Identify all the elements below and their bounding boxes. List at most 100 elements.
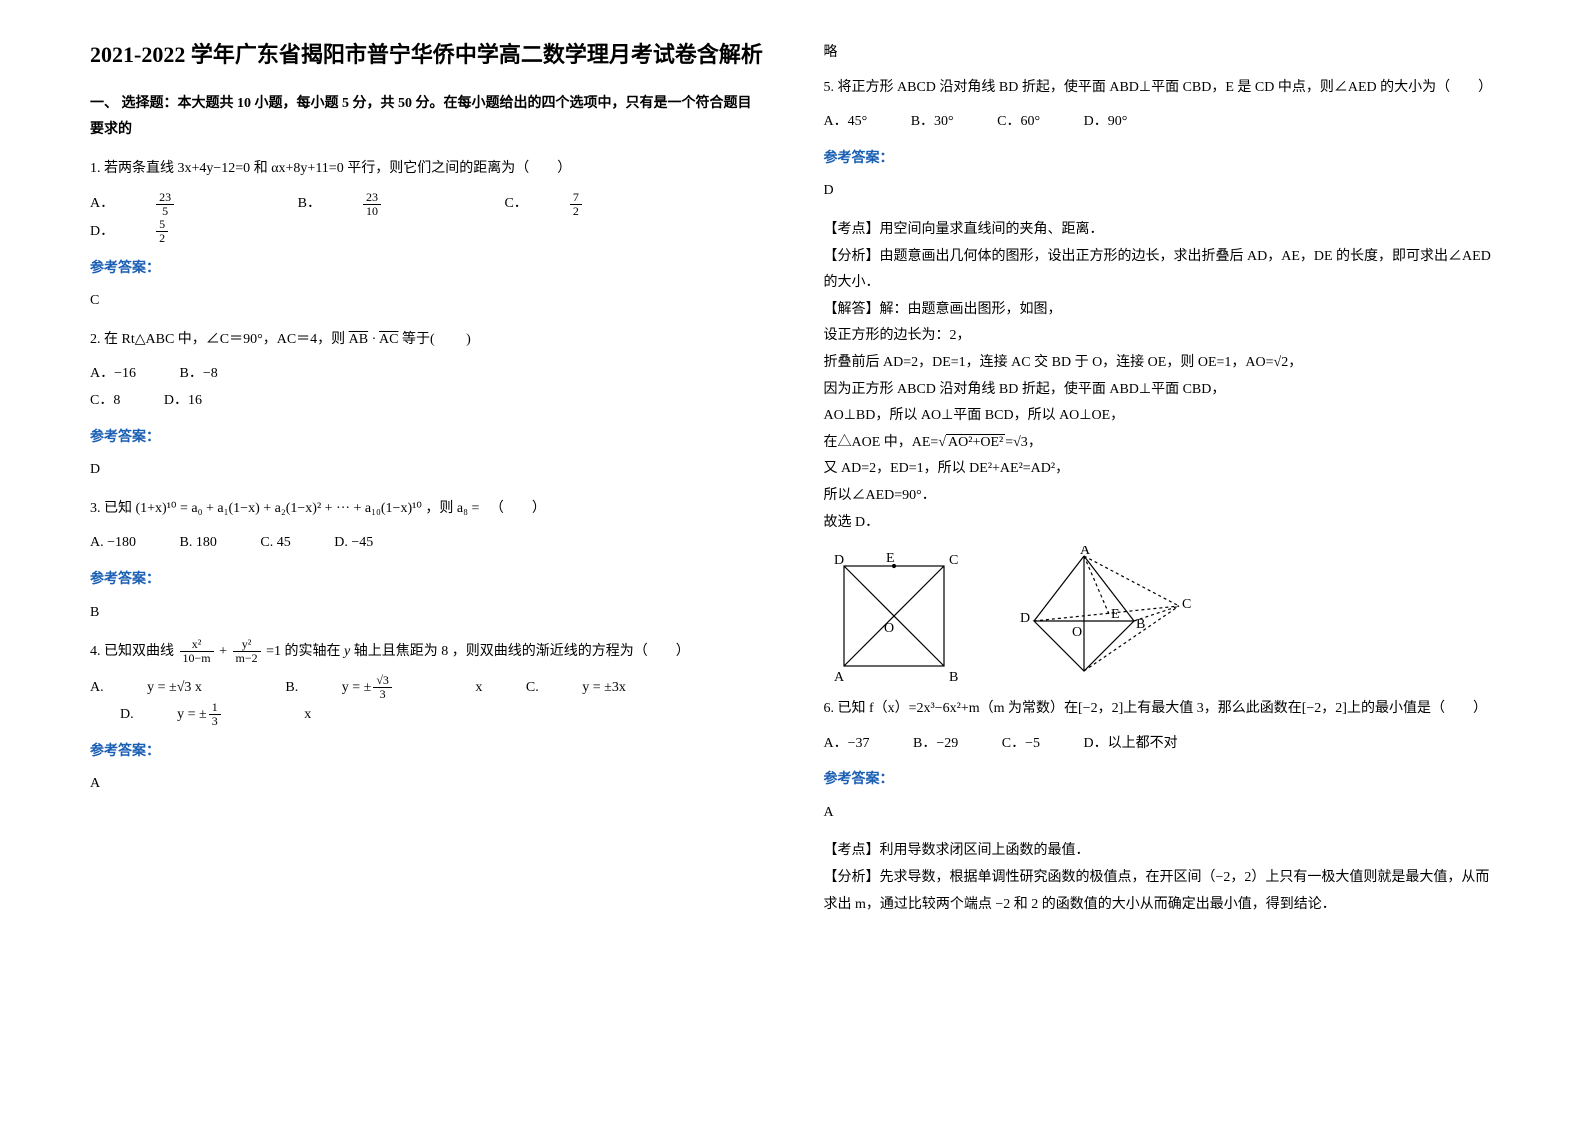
q5-figure-square: D E C O A B — [824, 546, 974, 686]
q3-answer: B — [90, 600, 764, 627]
q4-opt-d: D. y = ±13 x — [120, 701, 311, 729]
q5-kaodian: 【考点】用空间向量求直线间的夹角、距离． — [824, 217, 1498, 244]
q5-jieda-head: 【解答】解：由题意画出图形，如图， — [824, 297, 1498, 324]
question-1: 1. 若两条直线 3x+4y−12=0 和 αx+8y+11=0 平行，则它们之… — [90, 156, 764, 183]
right-column: 略 5. 将正方形 ABCD 沿对角线 BD 折起，使平面 ABD⊥平面 CBD… — [794, 40, 1528, 1082]
q5-jieda-b: 设正方形的边长为：2， — [824, 323, 1498, 350]
q1-expr2: αx+8y+11=0 — [271, 161, 344, 176]
svg-text:B: B — [1136, 617, 1145, 632]
q4-options: A. y = ±√3 x B. y = ±√33 x C. y = ±3x D.… — [90, 674, 764, 729]
q1-stem-c: 平行，则它们之间的距离为（ ） — [347, 161, 571, 176]
q2-stem-a: 2. 在 Rt△ABC 中，∠C＝90°，AC＝4，则 — [90, 332, 345, 347]
q1-opt-c: C．72 — [504, 191, 661, 219]
q2-vec-ac: AC — [379, 332, 398, 347]
q3-stem-c: （ ） — [483, 501, 546, 516]
question-4: 4. 已知双曲线 x²10−m + y²m−2 =1 的实轴在 y 轴上且焦距为… — [90, 638, 764, 666]
q2-answer: D — [90, 457, 764, 484]
question-3: 3. 已知 (1+x)¹⁰ = a₀ + a₁(1−x) + a₂(1−x)² … — [90, 496, 764, 523]
svg-text:A: A — [834, 670, 845, 685]
svg-text:E: E — [886, 551, 895, 566]
q5-jieda-g: 又 AD=2，ED=1，所以 DE²+AE²=AD²， — [824, 456, 1498, 483]
q6-answer: A — [824, 800, 1498, 827]
q5-jieda-c: 折叠前后 AD=2，DE=1，连接 AC 交 BD 于 O，连接 OE，则 OE… — [824, 350, 1498, 377]
q2-opt-b: B．−8 — [180, 361, 218, 388]
q2-options: A．−16 B．−8 C．8 D．16 — [90, 361, 764, 414]
q3-a8: a₈ = — [457, 501, 480, 516]
q4-stem-b: 的实轴在 — [285, 644, 341, 659]
q5-figure-3d: A D E C O B — [1004, 546, 1194, 686]
q6-opt-b: B．−29 — [913, 731, 958, 758]
q3-opt-a: A. −180 — [90, 530, 136, 557]
q6-options: A．−37 B．−29 C．−5 D．以上都不对 — [824, 731, 1498, 758]
left-column: 2021-2022 学年广东省揭阳市普宁华侨中学高二数学理月考试卷含解析 一、 … — [60, 40, 794, 1082]
q5-options: A．45° B．30° C．60° D．90° — [824, 109, 1498, 136]
q6-kaodian: 【考点】利用导数求闭区间上函数的最值． — [824, 838, 1498, 865]
q6-answer-label: 参考答案： — [824, 767, 1498, 794]
question-6: 6. 已知 f（x）=2x³−6x²+m（m 为常数）在[−2，2]上有最大值 … — [824, 696, 1498, 723]
q6-fenxi: 【分析】先求导数，根据单调性研究函数的极值点，在开区间（−2，2）上只有一极大值… — [824, 865, 1498, 918]
svg-text:D: D — [834, 553, 844, 568]
svg-text:C: C — [1182, 597, 1191, 612]
q5-jieda-f: 在△AOE 中，AE=√AO²+OE²=√3， — [824, 430, 1498, 457]
q1-opt-b: B．2310 — [298, 191, 461, 219]
svg-text:O: O — [884, 621, 894, 636]
q4-note: 略 — [824, 40, 1498, 67]
q4-opt-b: B. y = ±√33 x — [285, 674, 482, 702]
svg-text:O: O — [1072, 625, 1082, 640]
q5-answer-label: 参考答案： — [824, 146, 1498, 173]
q3-answer-label: 参考答案： — [90, 567, 764, 594]
q5-opt-b: B．30° — [911, 109, 954, 136]
q4-stem-c: 轴上且焦距为 — [354, 644, 438, 659]
q5-jieda-d: 因为正方形 ABCD 沿对角线 BD 折起，使平面 ABD⊥平面 CBD， — [824, 377, 1498, 404]
question-2: 2. 在 Rt△ABC 中，∠C＝90°，AC＝4，则 AB · AC 等于( … — [90, 327, 764, 354]
section-1-heading: 一、 选择题：本大题共 10 小题，每小题 5 分，共 50 分。在每小题给出的… — [90, 91, 764, 144]
q3-options: A. −180 B. 180 C. 45 D. −45 — [90, 530, 764, 557]
q5-figures: D E C O A B A D E C O B — [824, 546, 1498, 686]
svg-text:A: A — [1080, 546, 1091, 558]
svg-text:C: C — [949, 553, 958, 568]
q3-stem-b: ，则 — [425, 501, 453, 516]
q4-answer: A — [90, 771, 764, 798]
q4-opt-c: C. y = ±3x — [526, 675, 666, 702]
q3-opt-d: D. −45 — [334, 530, 373, 557]
exam-title: 2021-2022 学年广东省揭阳市普宁华侨中学高二数学理月考试卷含解析 — [90, 40, 764, 71]
q1-stem-a: 1. 若两条直线 — [90, 161, 174, 176]
q5-opt-c: C．60° — [997, 109, 1040, 136]
q2-vec-ab: AB — [349, 332, 368, 347]
q2-opt-c: C．8 — [90, 388, 120, 415]
q1-expr1: 3x+4y−12=0 — [178, 161, 251, 176]
q5-jieda-e: AO⊥BD，所以 AO⊥平面 BCD，所以 AO⊥OE， — [824, 403, 1498, 430]
q2-answer-label: 参考答案： — [90, 425, 764, 452]
q5-opt-a: A．45° — [824, 109, 868, 136]
question-5: 5. 将正方形 ABCD 沿对角线 BD 折起，使平面 ABD⊥平面 CBD，E… — [824, 75, 1498, 102]
q5-opt-d: D．90° — [1084, 109, 1128, 136]
q6-opt-a: A．−37 — [824, 731, 870, 758]
q6-opt-d: D．以上都不对 — [1083, 731, 1177, 758]
q1-answer: C — [90, 288, 764, 315]
q2-stem-b: 等于( ) — [402, 332, 471, 347]
q5-fenxi: 【分析】由题意画出几何体的图形，设出正方形的边长，求出折叠后 AD，AE，DE … — [824, 244, 1498, 297]
q3-opt-c: C. 45 — [260, 530, 290, 557]
q1-stem-b: 和 — [254, 161, 268, 176]
q4-opt-a: A. y = ±√3 x — [90, 675, 242, 702]
q1-opt-d: D．52 — [90, 218, 248, 246]
q4-stem-d: ，则双曲线的渐近线的方程为（ ） — [452, 644, 690, 659]
q5-jieda-h: 所以∠AED=90°． — [824, 483, 1498, 510]
svg-text:E: E — [1111, 607, 1120, 622]
q3-opt-b: B. 180 — [180, 530, 217, 557]
q3-stem-a: 3. 已知 — [90, 501, 132, 516]
q5-jieda-i: 故选 D． — [824, 510, 1498, 537]
q5-answer: D — [824, 178, 1498, 205]
q2-dot: · — [372, 332, 377, 347]
q4-stem-a: 4. 已知双曲线 — [90, 644, 174, 659]
svg-text:D: D — [1020, 611, 1030, 626]
q1-answer-label: 参考答案： — [90, 256, 764, 283]
q1-opt-a: A．235 — [90, 191, 254, 219]
q2-opt-d: D．16 — [164, 388, 202, 415]
q3-expr: (1+x)¹⁰ = a₀ + a₁(1−x) + a₂(1−x)² + ··· … — [136, 501, 422, 516]
svg-text:B: B — [949, 670, 958, 685]
q4-answer-label: 参考答案： — [90, 739, 764, 766]
q2-opt-a: A．−16 — [90, 361, 136, 388]
q6-opt-c: C．−5 — [1002, 731, 1040, 758]
q1-options: A．235 B．2310 C．72 D．52 — [90, 191, 764, 246]
